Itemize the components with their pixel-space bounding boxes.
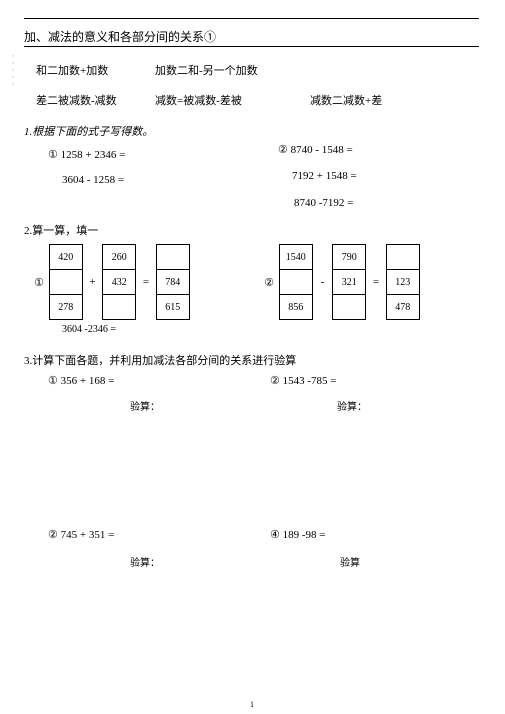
cell bbox=[156, 244, 190, 270]
cell: 790 bbox=[332, 244, 366, 270]
q3-title: 3.计算下面各题，并利用加减法各部分间的关系进行验算 bbox=[24, 352, 296, 368]
verify-label: 验算 bbox=[340, 554, 360, 569]
margin-note: ．．．．． bbox=[6, 55, 15, 90]
cell bbox=[279, 269, 313, 295]
relation-1a: 和二加数+加数 bbox=[36, 62, 108, 78]
q3-item-1: ① 356 + 168 = bbox=[48, 374, 114, 387]
grid1-col3: 784 615 bbox=[156, 244, 190, 319]
q2-grid-2: ② 1540 856 - 790 321 = 123 478 bbox=[262, 244, 420, 319]
relation-2c: 减数二减数+差 bbox=[310, 92, 382, 108]
q2-label-1: ① bbox=[32, 244, 46, 289]
page-number: 1 bbox=[250, 700, 254, 709]
cell: 615 bbox=[156, 294, 190, 320]
q3-item-2: ② 1543 -785 = bbox=[270, 374, 336, 387]
relation-2b: 减数=被减数-差被 bbox=[155, 92, 242, 108]
q2-label-2: ② bbox=[262, 244, 276, 289]
verify-label: 验算： bbox=[130, 398, 160, 413]
top-rule bbox=[24, 18, 479, 19]
grid2-col1: 1540 856 bbox=[279, 244, 313, 319]
q3-item-4: ④ 189 -98 = bbox=[270, 528, 325, 541]
equals-op: = bbox=[369, 244, 383, 288]
verify-label: 验算： bbox=[130, 554, 160, 569]
q1-title: 1.根据下面的式子写得数。 bbox=[24, 123, 153, 139]
grid1-col1: 420 278 bbox=[49, 244, 83, 319]
q2-footer-eq: 3604 -2346 = bbox=[62, 324, 116, 335]
cell: 123 bbox=[386, 269, 420, 295]
q1-item-4: 7192 + 1548 = bbox=[292, 170, 357, 182]
cell: 478 bbox=[386, 294, 420, 320]
q2-title: 2.算一算，填一 bbox=[24, 222, 98, 238]
minus-op: - bbox=[316, 244, 330, 288]
equals-op: = bbox=[139, 244, 153, 288]
cell: 432 bbox=[102, 269, 136, 295]
q1-item-3: 3604 - 1258 = bbox=[62, 174, 124, 186]
cell: 321 bbox=[332, 269, 366, 295]
grid2-col2: 790 321 bbox=[332, 244, 366, 319]
q1-item-2: ② 8740 - 1548 = bbox=[278, 143, 353, 156]
q1-item-5: 8740 -7192 = bbox=[294, 197, 353, 209]
cell: 420 bbox=[49, 244, 83, 270]
relation-2a: 差二被减数-减数 bbox=[36, 92, 117, 108]
cell: 1540 bbox=[279, 244, 313, 270]
worksheet-title: 加、减法的意义和各部分间的关系① bbox=[24, 28, 216, 45]
q3-item-3: ② 745 + 351 = bbox=[48, 528, 114, 541]
cell: 278 bbox=[49, 294, 83, 320]
cell: 856 bbox=[279, 294, 313, 320]
cell bbox=[102, 294, 136, 320]
plus-op: + bbox=[86, 244, 100, 288]
q1-item-1: ① 1258 + 2346 = bbox=[48, 148, 125, 161]
title-underline bbox=[24, 46, 479, 47]
grid2-col3: 123 478 bbox=[386, 244, 420, 319]
cell bbox=[332, 294, 366, 320]
relation-1b: 加数二和-另一个加数 bbox=[155, 62, 258, 78]
grid1-col2: 260 432 bbox=[102, 244, 136, 319]
cell: 784 bbox=[156, 269, 190, 295]
cell bbox=[49, 269, 83, 295]
cell: 260 bbox=[102, 244, 136, 270]
q2-grid-1: ① 420 278 + 260 432 = 784 615 bbox=[32, 244, 190, 319]
cell bbox=[386, 244, 420, 270]
verify-label: 验算： bbox=[337, 398, 367, 413]
